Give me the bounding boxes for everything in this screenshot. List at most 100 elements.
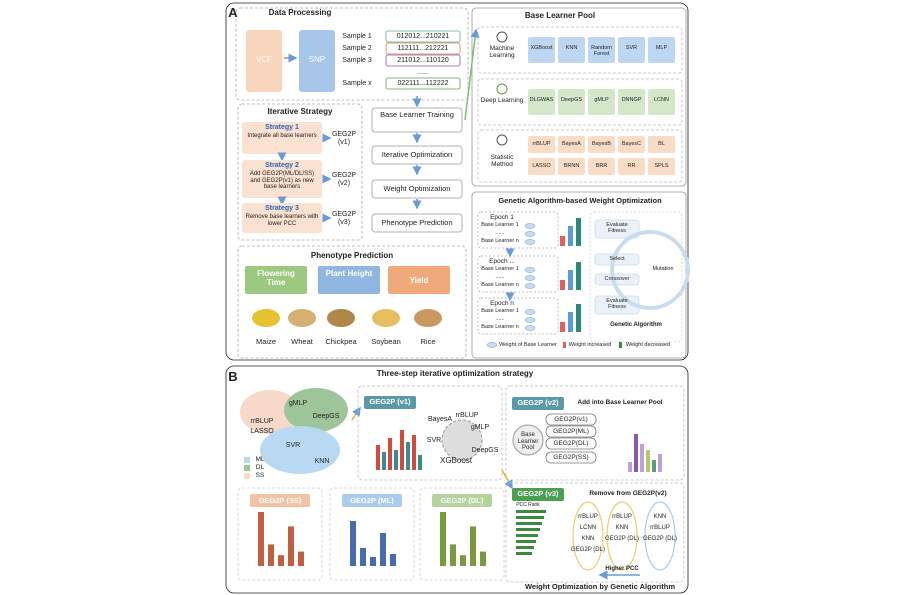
label: KNN: [565, 45, 578, 51]
bar-illustration: [390, 554, 396, 566]
cloud-ss: [240, 390, 300, 434]
label: Remove base learners with lower PCC: [245, 214, 319, 227]
label: SVR: [285, 442, 301, 449]
label: Statistic Method: [490, 154, 514, 169]
label: XGBoost: [530, 45, 553, 51]
model-cell: [648, 37, 675, 63]
label: Sample x: [342, 80, 372, 87]
flow-box: [371, 145, 463, 165]
label: GEG2P (v1): [331, 131, 357, 146]
bar-illustration: [258, 512, 264, 566]
crop-illustration: [327, 309, 355, 327]
label: DeepGS: [560, 97, 583, 103]
panel-b: [225, 365, 689, 594]
data-processing: [235, 7, 469, 101]
model-cell: [528, 89, 555, 115]
label: BL: [658, 141, 665, 147]
label: GEG2P (ML): [350, 496, 394, 505]
model-cell: [558, 37, 585, 63]
model-cell: [588, 89, 615, 115]
vcf-box: [246, 30, 282, 92]
weight: [524, 275, 536, 281]
v1-title: [364, 396, 416, 409]
weight: [524, 317, 536, 323]
sub-title: [342, 494, 402, 507]
label: Data Processing: [268, 8, 332, 17]
label: 012012...210221: [396, 33, 450, 40]
arrow: [464, 28, 480, 121]
label: DL: [255, 464, 265, 471]
label: VCF: [256, 55, 272, 64]
label: Base Learner n: [481, 238, 519, 244]
epoch: [477, 211, 559, 249]
bar-illustration: [370, 557, 376, 566]
model-cell: [648, 89, 675, 115]
group: [477, 78, 683, 126]
label: GEG2P (v2): [331, 172, 357, 187]
bar-illustration: [560, 280, 565, 290]
label: GEG2P(SS): [553, 454, 589, 461]
label: Base Learner n: [481, 282, 519, 288]
label: ML: [255, 456, 265, 463]
label: SS: [255, 472, 265, 479]
seq-box: [385, 54, 461, 67]
label: Flowering Time: [257, 269, 295, 287]
label: Epoch n: [490, 300, 514, 307]
label: Base Learner Pool: [517, 432, 539, 452]
iterative-strategy: [237, 103, 363, 241]
flow-box: [371, 107, 463, 133]
crop-illustration: [372, 309, 400, 327]
model-cell: [618, 158, 645, 175]
label: GEG2P(v1): [554, 416, 588, 423]
legend-weight: [486, 342, 498, 348]
sub-box: [419, 487, 505, 581]
v3-oval: [644, 501, 676, 571]
v1-box: [357, 385, 503, 481]
label: GEG2P(ML): [553, 428, 589, 435]
label: Base Learner n: [481, 324, 519, 330]
label: Weight Optimization: [383, 184, 451, 193]
label: GEG2P (v1): [369, 397, 411, 406]
label: Machine Learning: [489, 45, 515, 60]
bar-illustration: [388, 438, 392, 470]
model-cell: [528, 136, 555, 153]
label: Add into Base Learner Pool: [577, 399, 663, 406]
label: Epoch ...: [489, 258, 515, 265]
label: rrBLUP: [532, 141, 551, 147]
label: Wheat: [291, 337, 313, 346]
bar-illustration: [516, 552, 532, 555]
model-cell: [648, 158, 675, 175]
label: DNNGP: [621, 97, 642, 103]
weight: [524, 309, 536, 315]
label: rrBLUP: [250, 418, 274, 425]
bar-illustration: [640, 444, 644, 472]
label: BRNN: [563, 163, 580, 169]
model-cell: [618, 37, 645, 63]
label: SNP: [308, 55, 326, 64]
label: Weight increased: [568, 342, 612, 348]
label: MLP: [655, 45, 668, 51]
label: Phenotype Prediction: [310, 251, 394, 260]
label: Phenotype Prediction: [381, 218, 453, 227]
label: Yield: [409, 276, 429, 285]
label: ......: [495, 316, 505, 322]
trait-box: [245, 266, 307, 294]
label: XGBoost: [439, 456, 472, 465]
label: GEG2P (DL): [643, 536, 677, 542]
label: KNN: [314, 458, 330, 465]
label: BayesA: [427, 416, 453, 423]
label: GEG2P (DL): [571, 547, 605, 553]
label: BayesB: [592, 141, 611, 147]
strategy-box: [242, 160, 322, 198]
label: Soybean: [371, 337, 401, 346]
label: Select: [609, 256, 625, 262]
label: Plant Height: [325, 269, 373, 278]
model-cell: [588, 37, 615, 63]
epoch: [477, 297, 559, 335]
label: Strategy 2: [265, 162, 299, 169]
bar-illustration: [516, 510, 546, 513]
label: Iterative Strategy: [267, 107, 333, 116]
label: RR: [627, 163, 636, 169]
bar-illustration: [380, 533, 386, 566]
